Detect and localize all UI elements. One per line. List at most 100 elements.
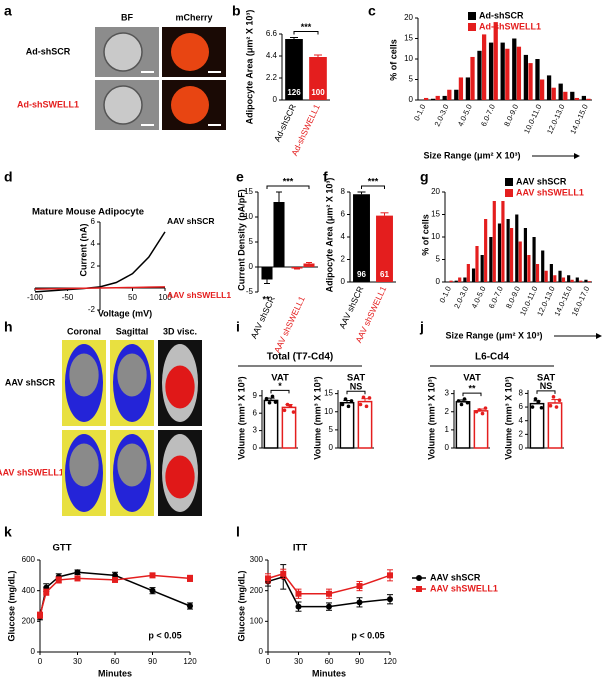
marker (295, 590, 302, 597)
significance-bracket (266, 185, 310, 189)
bar (532, 237, 536, 282)
significance-bracket (270, 389, 290, 394)
y-tick-label: 10 (244, 212, 253, 221)
significance-label: *** (368, 176, 379, 186)
bar (539, 79, 545, 100)
x-tick-label: 90 (148, 657, 157, 666)
y-tick-label: 15 (244, 187, 253, 196)
marker (74, 575, 81, 582)
bar (285, 39, 303, 100)
data-point (551, 395, 556, 399)
panel-letter: b (232, 3, 241, 19)
y-tick-label: 0 (329, 443, 334, 452)
y-tick-label: 10 (324, 407, 333, 416)
marker (387, 572, 393, 579)
organ (117, 443, 147, 487)
bar (547, 402, 563, 449)
bar (481, 34, 487, 100)
chart-title: GTT (53, 543, 72, 554)
marker (295, 603, 302, 610)
bar (465, 77, 471, 100)
y-tick-label: 0 (259, 647, 264, 656)
y-tick-label: 0 (445, 443, 450, 452)
bar (523, 228, 528, 282)
bar (458, 277, 462, 282)
bar (484, 219, 488, 282)
bar (470, 56, 475, 100)
legend-swatch (505, 189, 513, 197)
bar (512, 38, 517, 100)
data-point (273, 400, 278, 404)
bar (544, 270, 548, 282)
marker (356, 599, 363, 606)
bar (546, 75, 552, 100)
y-tick-label: 15 (431, 210, 440, 219)
y-axis-label: Current (nA) (78, 224, 88, 277)
chart-title: ITT (293, 543, 307, 554)
y-tick-label: 6 (341, 210, 346, 219)
y-tick-label: 4.4 (266, 51, 278, 60)
bar-count: 100 (311, 88, 325, 97)
x-tick-label: 12.0-13.0 (545, 103, 567, 136)
legend-marker (416, 586, 422, 592)
data-point (282, 408, 287, 413)
x-tick-label: 0-1.0 (438, 285, 453, 304)
data-point (554, 405, 559, 409)
bar (574, 97, 580, 100)
bar (475, 246, 479, 282)
x-tick-label: 4.0-5.0 (469, 285, 487, 310)
annotation: p < 0.05 (351, 630, 384, 640)
marker (387, 596, 393, 603)
y-axis-label: Glucose (mg/dL) (6, 570, 16, 641)
data-point (346, 404, 351, 409)
x-tick-label: 100 (158, 293, 172, 302)
y-tick-label: 15 (404, 34, 413, 43)
bar (489, 237, 493, 282)
x-tick-label: 30 (73, 657, 82, 666)
y-tick-label: 10 (404, 54, 413, 63)
bar (471, 268, 476, 282)
x-tick-label: 2.0-3.0 (452, 285, 470, 310)
data-point (288, 404, 293, 409)
y-tick-label: 2.2 (266, 73, 278, 82)
panel-letter: h (4, 319, 13, 335)
bar-count: 126 (287, 88, 301, 97)
x-tick-label: 8.0-9.0 (502, 103, 520, 128)
bar (516, 46, 522, 100)
column-label: mCherry (175, 12, 212, 22)
significance-label: ** (468, 383, 476, 393)
data-point (270, 394, 275, 399)
chart-title: SAT (537, 373, 555, 384)
bar (273, 202, 285, 267)
panel-letter: j (419, 319, 424, 335)
group-title: L6-Cd4 (475, 352, 509, 363)
row-label: AAV shSWELL1 (0, 467, 64, 477)
bar (430, 98, 436, 100)
data-point (340, 402, 345, 407)
y-tick-label: 0 (341, 277, 346, 286)
marker (356, 583, 363, 590)
series-label: AAV shSWELL1 (167, 290, 231, 300)
marker (187, 575, 193, 582)
x-tick-label: 90 (355, 657, 364, 666)
axis-arrowhead (574, 153, 580, 159)
y-tick-label: 3 (253, 426, 258, 435)
bar (466, 264, 470, 282)
bar-count: 61 (380, 270, 389, 279)
legend-label: AAV shSWELL1 (516, 187, 584, 197)
y-tick-label: 0 (31, 647, 36, 656)
bar (528, 63, 533, 100)
x-tick-label: 50 (128, 293, 137, 302)
series-label: AAV shSCR (167, 216, 215, 226)
x-tick-label: AAV shSWELL1 (272, 294, 307, 354)
y-axis-label: % of cells (420, 214, 430, 256)
data-point (462, 397, 467, 401)
data-point (456, 399, 461, 403)
y-tick-label: 0 (409, 95, 414, 104)
marker (187, 603, 193, 609)
x-tick-label: 0 (266, 657, 271, 666)
bar (587, 281, 591, 282)
organ (117, 353, 147, 397)
x-tick-label: 14.0-15.0 (568, 103, 590, 136)
marker (112, 572, 118, 579)
